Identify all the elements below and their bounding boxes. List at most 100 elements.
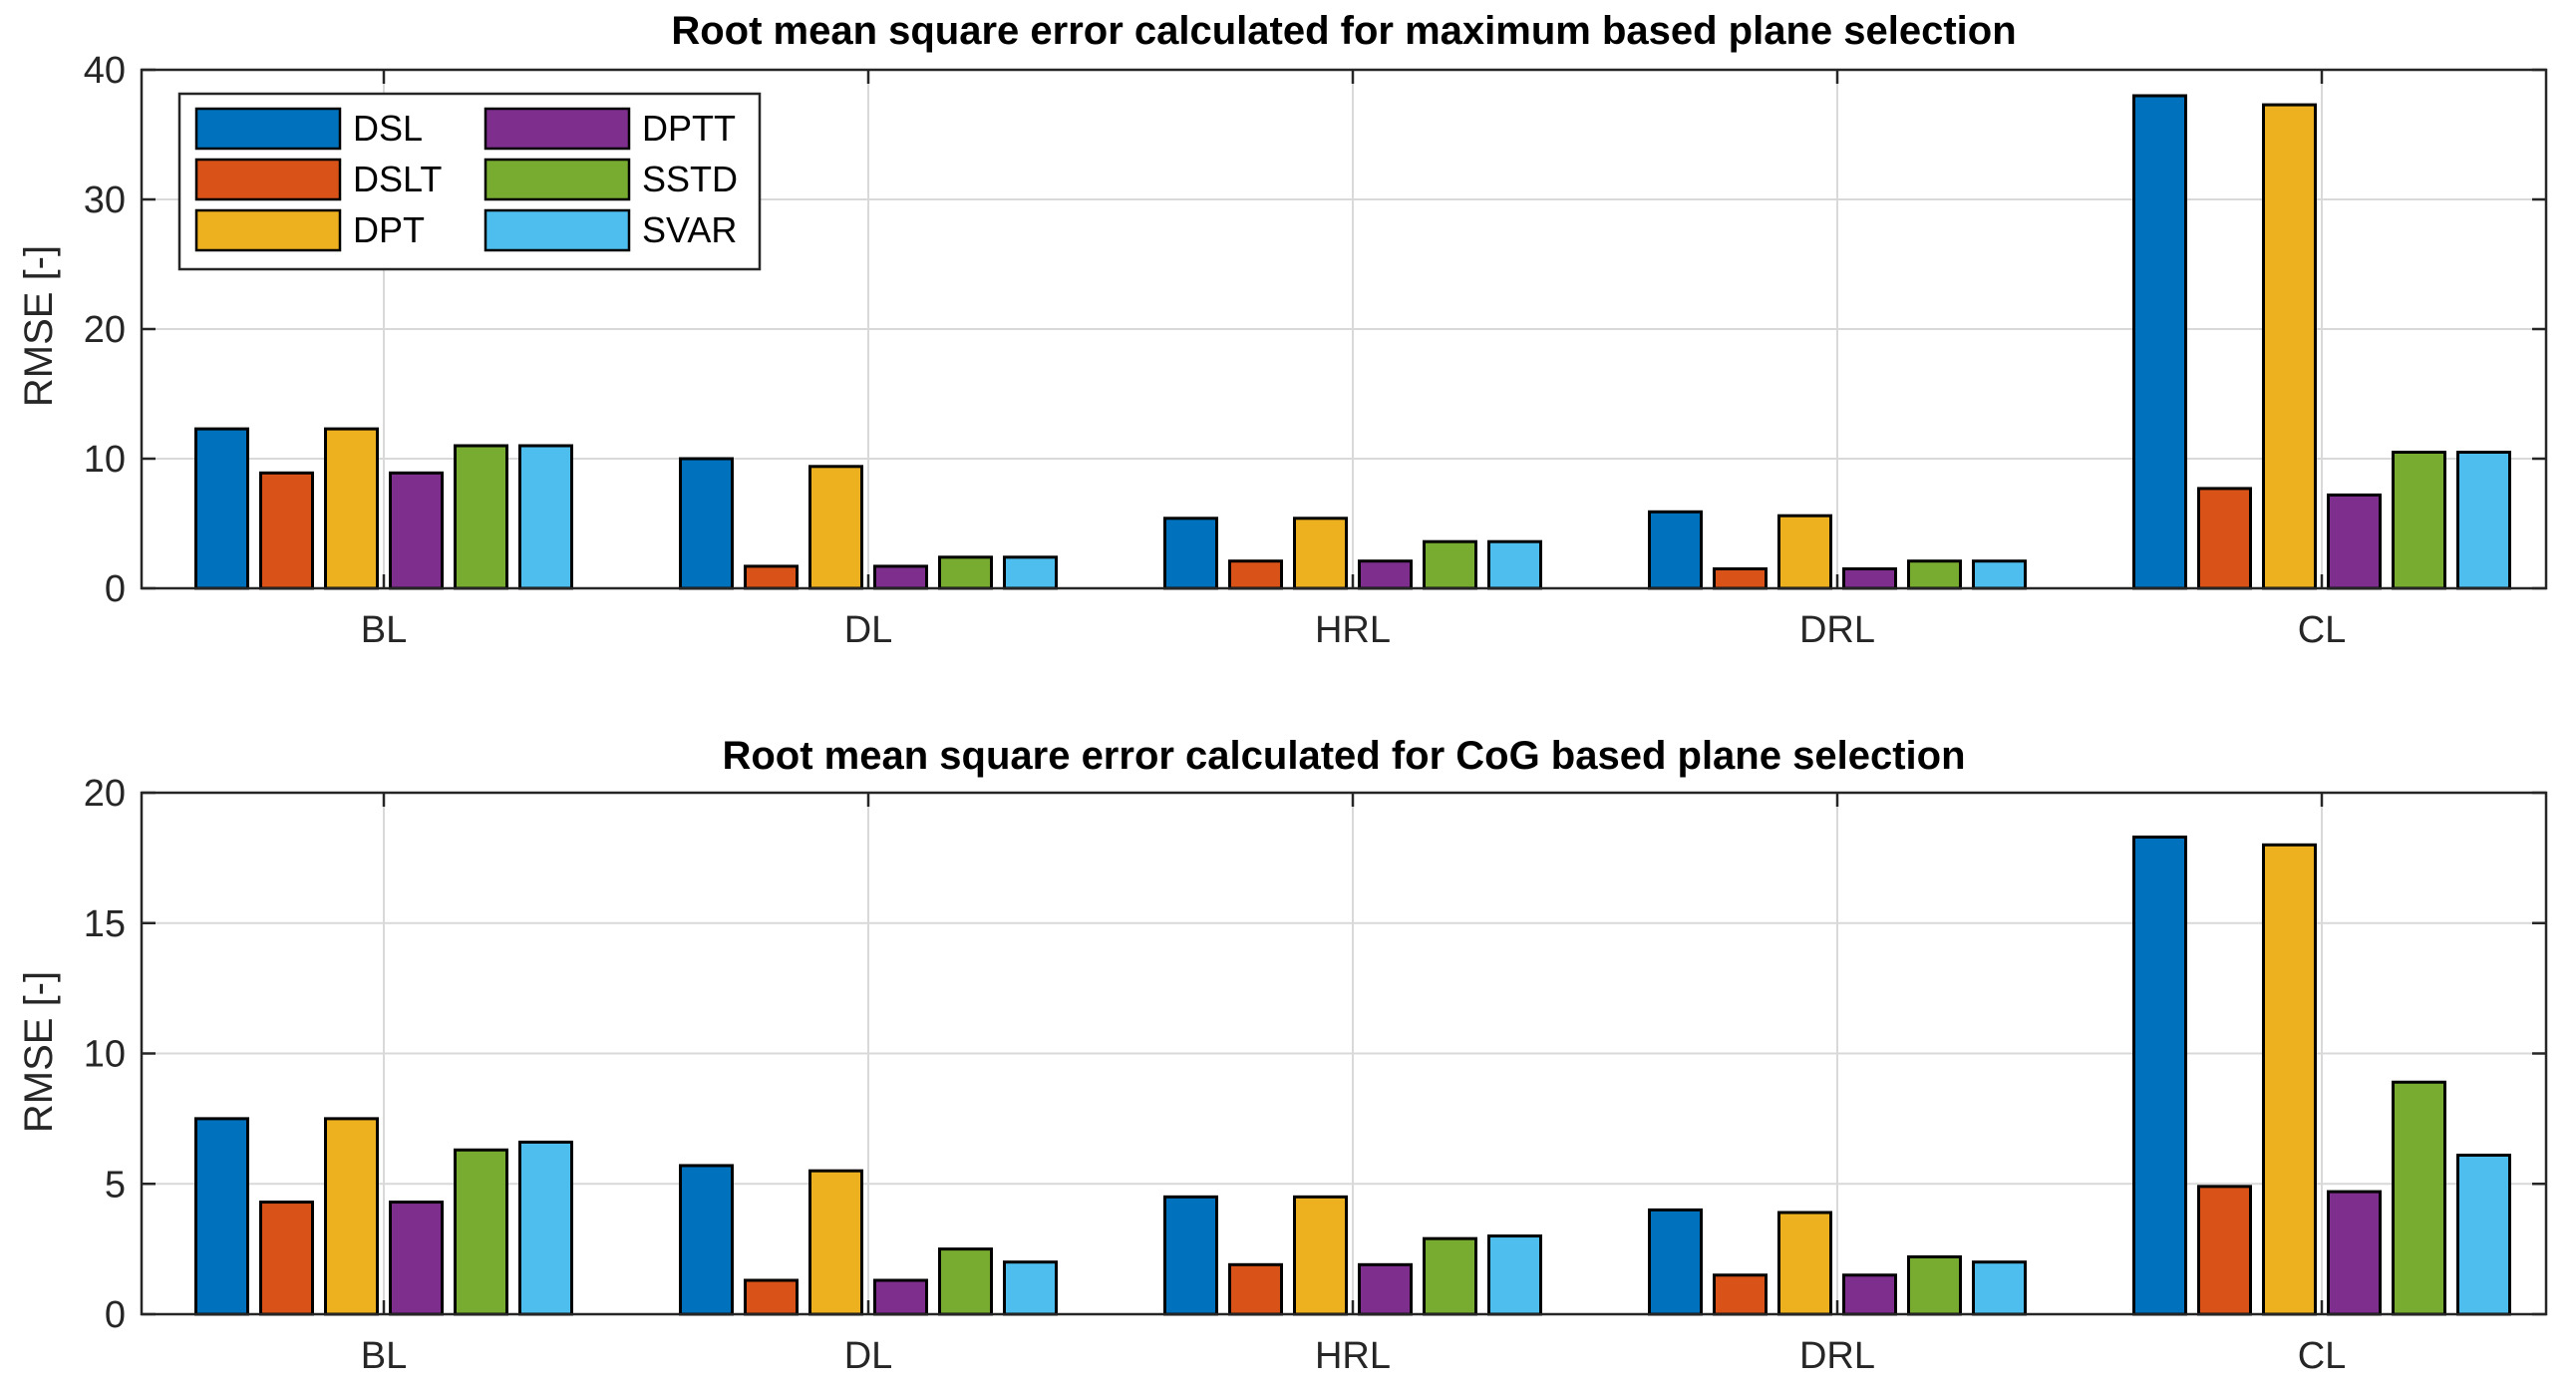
bar-dsl-dl [679,457,734,590]
bar-dslt-dl [744,564,799,590]
bar-dslt-hrl [1228,1262,1283,1316]
bar-dpt-drl [1777,1211,1832,1316]
bar-svar-hrl [1487,1234,1542,1316]
legend-label-dpt: DPT [353,209,425,250]
bar-dptt-cl [2327,493,2382,590]
bar-dpt-hrl [1293,517,1348,590]
bar-dpt-dl [808,465,863,590]
bar-dpt-bl [324,1117,379,1316]
bar-dsl-hrl [1163,1195,1218,1316]
bar-dpt-bl [324,427,379,590]
bar-sstd-cl [2392,451,2446,590]
x-tick-label: BL [361,1335,407,1377]
bar-sstd-bl [454,444,508,590]
y-tick-label: 30 [84,179,126,221]
bar-svar-hrl [1487,539,1542,590]
bar-dsl-drl [1648,510,1703,590]
x-tick-label: CL [2298,1335,2347,1377]
x-tick-label: DL [844,609,893,651]
y-tick-label: 10 [84,1034,126,1076]
y-axis-label: RMSE [-] [17,971,61,1133]
bar-dpt-cl [2262,103,2317,590]
bar-svar-dl [1003,1260,1058,1316]
x-tick-label: HRL [1315,609,1391,651]
bar-sstd-drl [1907,559,1962,590]
bar-dsl-drl [1648,1208,1703,1316]
bar-sstd-dl [938,555,993,590]
bar-dptt-bl [389,1201,444,1316]
bar-dslt-drl [1713,567,1768,590]
bar-svar-cl [2456,1153,2511,1316]
bar-dsl-bl [194,1117,249,1316]
y-tick-label: 0 [105,568,126,610]
bar-dslt-hrl [1228,559,1283,590]
bar-dslt-bl [259,471,314,590]
bar-dsl-hrl [1163,517,1218,590]
x-tick-label: HRL [1315,1335,1391,1377]
bar-svar-bl [518,444,573,590]
legend-swatch-dptt [483,107,631,151]
x-tick-label: DRL [1799,1335,1875,1377]
bar-dptt-bl [389,471,444,590]
bar-dslt-dl [744,1278,799,1316]
bars [194,835,2511,1316]
x-tick-label: DL [844,1335,893,1377]
bar-dptt-hrl [1358,1262,1413,1316]
chart-title: Root mean square error calculated for Co… [722,734,1965,778]
bar-dpt-cl [2262,843,2317,1316]
y-tick-label: 20 [84,309,126,351]
legend-swatch-sstd [483,158,631,201]
legend-swatch-svar [483,208,631,252]
bar-dptt-hrl [1358,559,1413,590]
y-tick-label: 0 [105,1294,126,1336]
y-tick-label: 20 [84,773,126,815]
bar-svar-dl [1003,555,1058,590]
bar-sstd-dl [938,1247,993,1316]
bar-dslt-bl [259,1201,314,1316]
bar-sstd-drl [1907,1254,1962,1316]
bar-dsl-cl [2132,94,2187,590]
y-tick-label: 10 [84,439,126,481]
legend: DSL DSLT DPT DPTT SSTD SVAR [177,92,762,271]
bar-dsl-cl [2132,835,2187,1316]
legend-label-dptt: DPTT [642,108,736,149]
chart-cog-based: Root mean square error calculated for Co… [17,734,2548,1377]
bar-dsl-dl [679,1164,734,1316]
bar-dpt-dl [808,1169,863,1316]
chart-title: Root mean square error calculated for ma… [671,9,2016,53]
y-tick-labels: 0 10 20 30 40 [84,50,126,610]
legend-swatch-dsl [194,107,342,151]
bar-dptt-drl [1842,1273,1897,1316]
legend-label-dsl: DSL [353,108,423,149]
bar-dslt-cl [2197,487,2252,590]
legend-label-sstd: SSTD [642,159,738,199]
bar-dslt-cl [2197,1185,2252,1316]
y-tick-labels: 0 5 10 15 20 [84,773,126,1336]
ticks [142,791,2546,1316]
y-tick-label: 15 [84,903,126,945]
bar-dptt-dl [873,564,928,590]
x-tick-label: DRL [1799,609,1875,651]
bar-sstd-bl [454,1148,508,1316]
bar-dptt-cl [2327,1190,2382,1316]
x-tick-label: CL [2298,609,2347,651]
bar-dptt-dl [873,1278,928,1316]
x-tick-label: BL [361,609,407,651]
bar-sstd-cl [2392,1080,2446,1316]
bar-svar-drl [1972,1260,2027,1316]
bar-dsl-bl [194,427,249,590]
bar-dptt-drl [1842,567,1897,590]
bar-svar-bl [518,1140,573,1316]
bar-dslt-drl [1713,1273,1768,1316]
y-tick-label: 40 [84,50,126,92]
y-tick-label: 5 [105,1164,126,1206]
legend-swatch-dslt [194,158,342,201]
bar-sstd-hrl [1423,539,1477,590]
x-tick-labels: BL DL HRL DRL CL [361,1335,2347,1377]
legend-label-svar: SVAR [642,209,737,250]
y-axis-label: RMSE [-] [17,245,61,407]
legend-label-dslt: DSLT [353,159,442,199]
ticks [142,68,2546,590]
bar-dpt-drl [1777,514,1832,590]
